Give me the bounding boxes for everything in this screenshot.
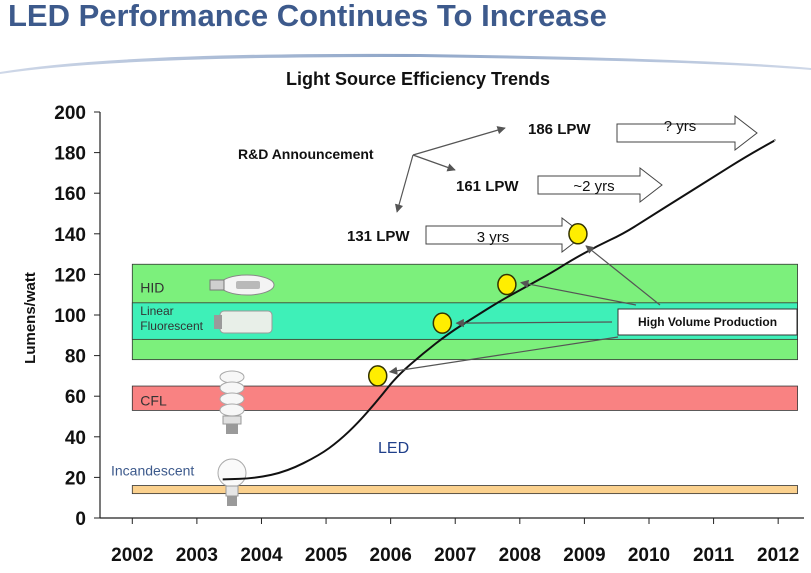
timeline-block-arrow-0 xyxy=(616,114,758,152)
cfl-coil-0 xyxy=(219,370,245,384)
rd-arrow-1 xyxy=(412,154,456,172)
x-tick-label: 2005 xyxy=(305,545,348,566)
x-tick-label: 2010 xyxy=(628,545,670,566)
header-swoosh xyxy=(0,53,811,74)
y-tick-label: 60 xyxy=(65,387,86,408)
y-tick-label: 200 xyxy=(54,103,86,124)
lpw-label-2: 131 LPW xyxy=(347,228,410,245)
hvp-arrow-2 xyxy=(520,279,637,306)
markers-layer xyxy=(367,223,588,387)
band-label-linear: Linear xyxy=(140,304,173,318)
x-tick-label: 2012 xyxy=(757,545,799,566)
y-tick-label: 180 xyxy=(54,144,86,165)
rd-arrow-2 xyxy=(394,154,414,213)
cfl-coil-1 xyxy=(219,381,245,395)
y-tick-label: 80 xyxy=(65,347,86,368)
bulb-neck xyxy=(225,485,239,497)
hvp-callout-label: High Volume Production xyxy=(638,315,777,329)
rd-arrow-0 xyxy=(412,126,506,156)
series-label-led: LED xyxy=(378,440,409,457)
timeline-block-arrow-2 xyxy=(425,216,585,254)
x-tick-label: 2011 xyxy=(693,545,735,566)
hvp-marker-1 xyxy=(432,312,453,334)
y-tick-label: 20 xyxy=(65,468,86,489)
tube-body xyxy=(219,310,273,334)
band-label-incandescent: Incandescent xyxy=(111,462,194,478)
y-tick-label: 140 xyxy=(54,225,86,246)
bulb-glass xyxy=(217,458,247,488)
y-tick-label: 120 xyxy=(54,265,86,286)
band-label-fluorescent: Fluorescent xyxy=(140,319,203,333)
y-tick-label: 160 xyxy=(54,184,86,205)
series-line-led xyxy=(222,139,776,481)
hvp-arrow-1 xyxy=(455,318,613,328)
x-tick-label: 2007 xyxy=(434,545,476,566)
y-tick-label: 40 xyxy=(65,428,86,449)
cfl-bulb-icon xyxy=(219,370,245,434)
y-tick-label: 100 xyxy=(54,306,86,327)
x-tick-label: 2008 xyxy=(499,545,541,566)
bulb-screw xyxy=(227,496,237,506)
timeline-arrow-text-2: 3 yrs xyxy=(477,229,510,246)
band-3 xyxy=(131,485,798,495)
timeline-arrow-text-1: ~2 yrs xyxy=(573,178,614,195)
x-tick-label: 2004 xyxy=(240,545,283,566)
lpw-label-0: 186 LPW xyxy=(528,121,591,138)
band-label-hid: HID xyxy=(140,280,164,296)
series-layer: LED xyxy=(222,139,776,481)
hvp-marker-0 xyxy=(367,365,388,387)
hid-lamp-arc-tube xyxy=(236,281,260,289)
hid-lamp-base xyxy=(209,279,225,291)
icons-layer xyxy=(209,274,275,506)
timeline-arrow-text-0: ? yrs xyxy=(664,118,697,135)
slide-title: LED Performance Continues To Increase xyxy=(8,0,607,33)
cfl-ballast xyxy=(222,415,242,425)
chart-title: Light Source Efficiency Trends xyxy=(286,69,550,89)
cfl-coil-3 xyxy=(219,403,245,417)
y-tick-label: 0 xyxy=(75,509,86,530)
x-tick-label: 2009 xyxy=(563,545,605,566)
cfl-screw xyxy=(226,424,238,434)
fluorescent-tube-icon xyxy=(214,310,273,334)
tube-cap xyxy=(214,315,222,329)
axes-layer: 0 20 40 60 80 100 120 140 160 180 200 2002 2003 2004 2… xyxy=(54,103,804,566)
lpw-label-1: 161 LPW xyxy=(456,178,519,195)
timeline-block-arrow-1 xyxy=(537,166,663,204)
hvp-marker-2 xyxy=(497,273,517,296)
x-tick-label: 2006 xyxy=(370,545,412,566)
y-axis-label: Lumens/watt xyxy=(22,272,39,364)
hvp-arrow-3 xyxy=(585,245,661,306)
hid-lamp-icon xyxy=(209,274,275,296)
rd-announcement-label: R&D Announcement xyxy=(238,146,374,162)
x-tick-label: 2003 xyxy=(176,545,218,566)
hvp-callout-box xyxy=(617,308,798,336)
x-tick-label: 2002 xyxy=(111,545,153,566)
incandescent-bulb-icon xyxy=(217,458,247,506)
annotations-layer: R&D Announcement 186 LPW ? yrs 161 LPW ~2 yr… xyxy=(238,114,798,375)
band-label-cfl: CFL xyxy=(140,392,167,408)
hvp-arrow-0 xyxy=(388,336,619,375)
cfl-coil-2 xyxy=(219,392,245,406)
hvp-marker-3 xyxy=(568,223,588,245)
